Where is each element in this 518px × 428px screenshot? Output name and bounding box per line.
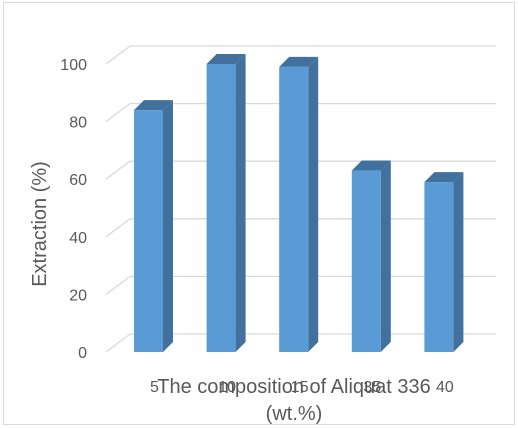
y-tick-label: 80 — [69, 115, 87, 132]
x-tick-label: 40 — [436, 379, 454, 396]
bar-top — [206, 54, 246, 64]
y-tick-label: 60 — [69, 172, 87, 189]
x-axis-label-line-1: The composition of Aliquat 336 — [157, 376, 431, 398]
bar-front — [134, 110, 163, 352]
y-tick-label: 20 — [69, 287, 87, 304]
bar-top — [279, 56, 319, 67]
gridline-depth — [105, 275, 131, 295]
gridline-depth — [105, 160, 131, 180]
x-axis-label-line-2: (wt.%) — [266, 403, 323, 425]
bar-side — [380, 160, 391, 352]
x-tick-label: 5 — [150, 379, 159, 396]
bar — [351, 160, 391, 352]
gridline-depth — [105, 218, 131, 238]
bar — [134, 100, 173, 352]
bar-top — [351, 160, 391, 171]
bar — [206, 54, 246, 352]
bar-series — [134, 54, 464, 352]
bar-front — [206, 64, 236, 352]
y-axis-ticks: 0 20 40 60 80 100 — [60, 57, 87, 362]
gridline-depth — [105, 333, 131, 353]
x-tick-label: 10 — [218, 379, 236, 396]
y-tick-label: 100 — [60, 57, 87, 74]
bar-top — [134, 100, 173, 111]
gridline-depth — [105, 45, 131, 65]
x-tick-label: 15 — [291, 379, 309, 396]
bar-side — [235, 54, 246, 352]
bar-front — [424, 182, 454, 352]
y-axis-label: Extraction (%) — [29, 161, 51, 287]
bar-side — [308, 56, 319, 352]
bar-front — [351, 170, 381, 352]
bar — [279, 56, 319, 352]
bar-front — [279, 66, 309, 352]
x-axis-ticks: 5 10 15 35 40 — [150, 379, 454, 396]
y-tick-label: 0 — [78, 345, 87, 362]
gridline-depth — [105, 103, 131, 123]
x-tick-label: 35 — [363, 379, 381, 396]
y-tick-label: 40 — [69, 230, 87, 247]
bar-side — [453, 172, 464, 352]
bar-top — [424, 172, 464, 183]
bar — [424, 172, 464, 352]
bar-side — [163, 100, 173, 352]
